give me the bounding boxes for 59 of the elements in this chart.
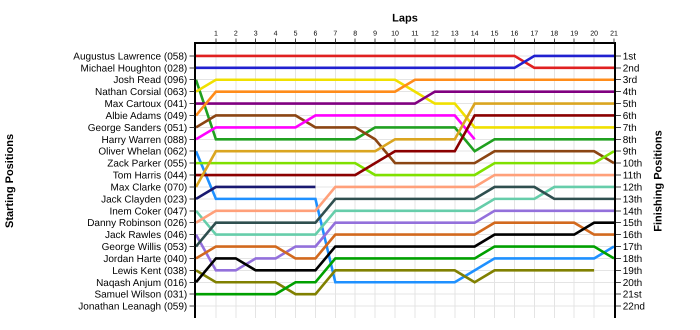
y-tick-label: 5th: [622, 99, 637, 110]
series-label: Jordan Harte (040): [103, 254, 188, 265]
line-series: [196, 78, 614, 129]
series-label: Augustus Lawrence (058): [73, 51, 188, 62]
line-series: [196, 245, 614, 296]
line-series: [196, 102, 614, 188]
series-label: Jack Clayden (023): [101, 194, 188, 206]
x-axis-title: Laps: [392, 12, 418, 25]
y-tick-label: 4th: [622, 87, 637, 98]
series-label: Josh Read (096): [113, 75, 188, 86]
y-tick-label: 3rd: [622, 75, 638, 86]
series-label: Max Clarke (070): [110, 182, 188, 194]
line-series: [196, 186, 614, 248]
y-tick-label: 22nd: [622, 302, 645, 313]
series-label: Tom Harris (044): [112, 170, 188, 182]
y-tick-label: 18th: [622, 254, 642, 265]
y-tick-label: 1st: [622, 51, 636, 62]
series-label: Oliver Whelan (062): [98, 146, 188, 158]
series-label: Naqash Anjum (016): [96, 278, 188, 289]
y-tick-label: 2nd: [622, 63, 640, 74]
y-tick-label: 16th: [622, 230, 642, 242]
line-series: [196, 78, 614, 153]
series-label: Harry Warren (088): [101, 134, 188, 146]
series-label: Inem Coker (047): [109, 206, 188, 218]
series-label: Lewis Kent (038): [112, 266, 188, 277]
y-tick-label: 9th: [622, 146, 637, 158]
y-tick-label: 6th: [622, 110, 637, 122]
y-tick-label: 11th: [622, 170, 642, 182]
y-tick-label: 15th: [622, 218, 642, 230]
y-axis-title: Finishing Positions: [652, 130, 665, 232]
text: Starting Positions: [4, 134, 16, 228]
line-series: [196, 221, 614, 260]
y-tick-label: 19th: [622, 266, 642, 277]
text: Jonathan Leanagh (059): [78, 302, 188, 313]
series-label: Max Cartoux (041): [104, 99, 188, 110]
y-tick-label: 7th: [622, 122, 637, 134]
y-tick-label: 17th: [622, 242, 642, 254]
series-label: Danny Robinson (026): [87, 218, 188, 230]
y-tick-label: 20th: [622, 278, 642, 289]
line-series: [196, 186, 614, 236]
series-label: George Willis (053): [102, 242, 188, 254]
y-tick-label: 14th: [622, 206, 642, 218]
y-tick-label: 13th: [622, 194, 642, 206]
series-label: Jack Rawles (046): [104, 230, 188, 242]
series-label: Albie Adams (049): [106, 110, 188, 122]
y-tick-label: 8th: [622, 134, 637, 146]
series-label: George Sanders (051): [88, 122, 188, 134]
series-label: Zack Parker (055): [107, 158, 188, 170]
series-label: Samuel Wilson (031): [94, 290, 188, 301]
line-series: [196, 174, 614, 224]
series-label: Nathan Corsial (063): [94, 87, 188, 98]
y-tick-label: 21st: [622, 290, 642, 301]
line-series: [196, 150, 614, 284]
y-tick-label: 12th: [622, 182, 642, 194]
line-series: [196, 114, 614, 164]
series-label: Michael Houghton (028): [80, 63, 188, 74]
line-series: [196, 114, 614, 176]
line-series: [196, 209, 614, 272]
y-tick-label: 10th: [622, 158, 642, 170]
